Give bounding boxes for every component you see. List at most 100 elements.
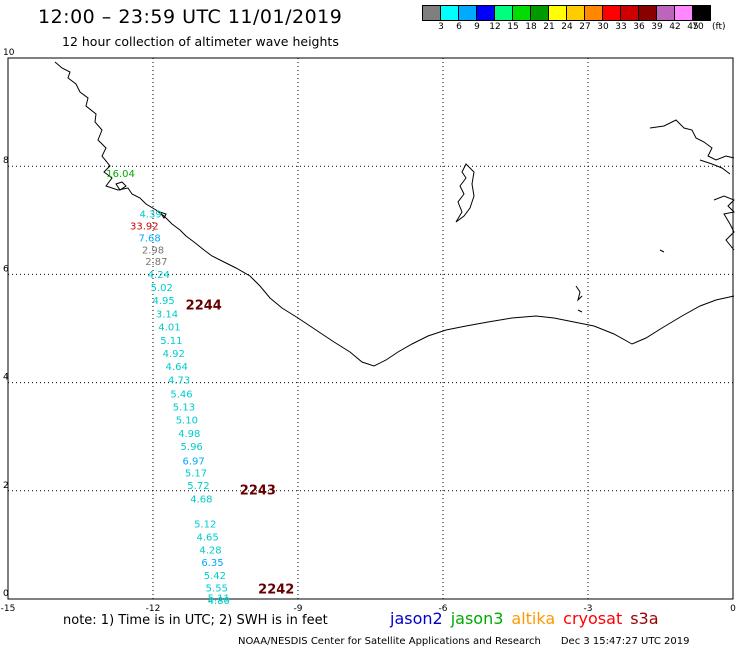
wave-height-label: 5.46 [170,390,192,401]
legend-cryosat: cryosat [563,609,623,628]
wave-height-label: 5.42 [204,571,226,582]
wave-height-label: 5.96 [181,442,203,453]
lat-lon-grid [8,58,733,599]
wave-height-label: 5.02 [151,283,173,294]
color-swatch [674,5,693,21]
wave-height-label: 5.72 [187,481,209,492]
color-swatch-label: 12 [489,22,501,32]
wave-height-label: 4.01 [158,323,180,334]
color-scale [422,5,711,21]
wave-height-label: 6.35 [201,558,223,569]
footnote: note: 1) Time is in UTC; 2) SWH is in fe… [63,613,328,628]
wave-height-label: 4.28 [199,546,221,557]
wave-height-label: 6.97 [182,456,204,467]
wave-height-label: 2.87 [145,257,167,268]
wave-height-label: 5.55 [206,583,228,594]
wave-height-label: 4.73 [168,376,190,387]
color-swatch-label: 9 [474,22,480,32]
pass-number-label: 2242 [258,583,294,598]
color-swatch [620,5,639,21]
color-swatch-label: 33 [615,22,627,32]
x-tick-label: -3 [584,604,593,614]
y-tick-label: 6 [3,264,9,274]
color-swatch-label: 30 [597,22,609,32]
wave-height-label: 5.10 [176,416,198,427]
y-tick-label: 4 [3,373,9,383]
wave-height-label: 4.68 [190,495,212,506]
map-subtitle: 12 hour collection of altimeter wave hei… [62,34,339,49]
y-tick-label: 8 [3,156,9,166]
color-swatch [638,5,657,21]
color-swatch [422,5,441,21]
wave-height-label: 16.04 [106,169,135,180]
wave-height-label: 4.24 [148,270,170,281]
wave-height-label: 5.11 [208,594,230,605]
legend-s3a: s3a [630,609,659,628]
map-title: 12:00 – 23:59 UTC 11/01/2019 [38,6,343,28]
pass-number-label: 2243 [240,484,276,499]
color-swatch-label: 15 [507,22,519,32]
color-scale-unit: (ft) [712,22,726,32]
wave-height-label: 7.68 [138,233,160,244]
credit-text: NOAA/NESDIS Center for Satellite Applica… [238,636,541,647]
color-swatch-label: 3 [438,22,444,32]
color-swatch [548,5,567,21]
y-tick-label: 10 [3,48,15,58]
color-swatch [656,5,675,21]
pass-number-label: 2244 [186,299,222,314]
wave-height-label: 5.17 [185,469,207,480]
legend-jason3: jason3 [450,609,504,628]
axis-labels: -15 -12 -9 -6 -3 0 0 2 4 6 8 10 [1,48,736,614]
wave-height-label: 4.92 [163,349,185,360]
map-frame [7,57,734,600]
generated-timestamp: Dec 3 15:47:27 UTC 2019 [560,636,690,647]
color-swatch-label: 39 [651,22,663,32]
color-swatch-label: 36 [633,22,645,32]
legend-altika: altika [511,609,556,628]
color-swatch [476,5,495,21]
wave-height-label: 4.64 [166,362,188,373]
wave-height-label: 2.98 [142,245,164,256]
color-scale-labels: 3 6 9 12 15 18 21 24 27 30 33 36 39 42 45 70 [418,22,738,36]
color-swatch [566,5,585,21]
color-swatch-label: 24 [561,22,573,32]
wave-height-label: 3.14 [156,310,178,321]
color-swatch [530,5,549,21]
wave-height-label: 4.80 [208,596,230,607]
color-swatch-label: 6 [456,22,462,32]
wave-height-label: 4.39 [139,210,161,221]
x-tick-label: -15 [1,604,16,614]
color-swatch [440,5,459,21]
y-tick-label: 0 [3,589,9,599]
color-swatch-label: 70 [692,22,704,32]
color-swatch [692,5,711,21]
color-swatch [458,5,477,21]
satellite-legend: jason2 jason3 altika cryosat s3a [390,609,667,628]
wave-height-label: 4.65 [196,533,218,544]
wave-height-label: 5.12 [194,520,216,531]
wave-height-label: 5.13 [173,403,195,414]
color-swatch [602,5,621,21]
credit-line: NOAA/NESDIS Center for Satellite Applica… [238,636,689,647]
legend-jason2: jason2 [390,609,443,628]
y-tick-label: 2 [3,481,9,491]
coastline [54,61,736,367]
x-tick-label: -9 [294,604,303,614]
color-swatch [512,5,531,21]
x-tick-label: -12 [146,604,161,614]
pass-labels: 2244 2243 2242 [186,299,295,598]
wave-height-label: 4.98 [178,429,200,440]
color-swatch-label: 27 [579,22,591,32]
color-swatch-label: 21 [543,22,555,32]
color-swatch-label: 42 [669,22,681,32]
wave-height-label: 33.92 [130,221,159,232]
wave-height-label: 5.11 [160,336,182,347]
color-swatch-label: 45 [687,22,699,32]
x-tick-label: 0 [730,604,736,614]
color-swatch [584,5,603,21]
x-tick-label: -6 [439,604,448,614]
color-swatch-label: 18 [525,22,537,32]
wave-height-label: 4.95 [153,296,175,307]
